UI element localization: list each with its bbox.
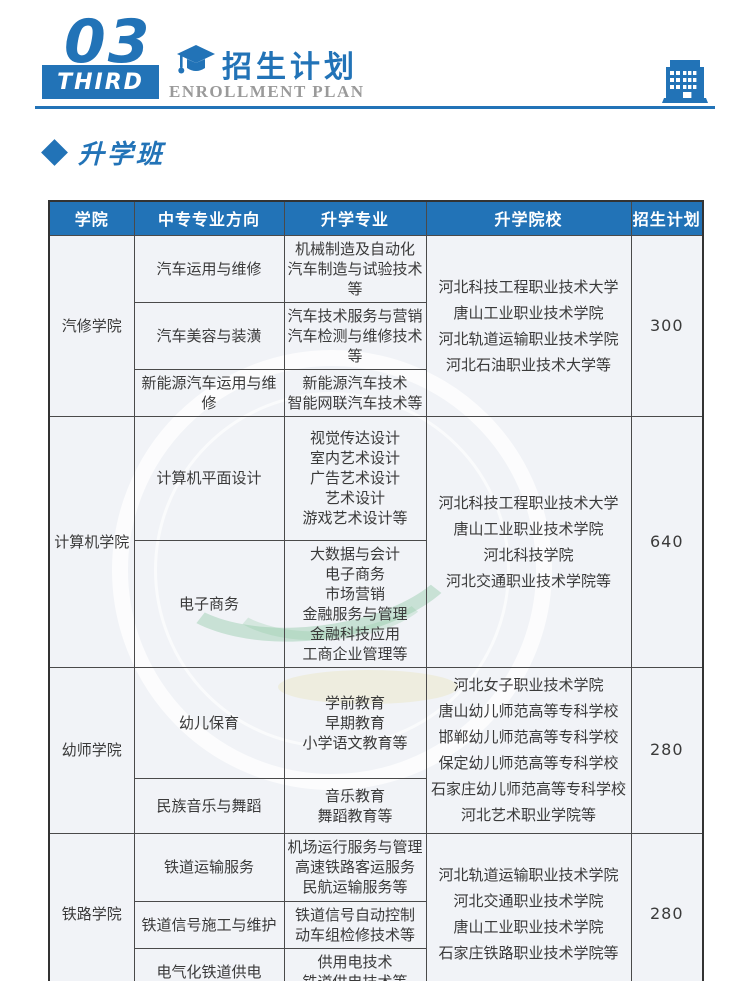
table-row: 计算机学院 计算机平面设计 视觉传达设计 室内艺术设计 广告艺术设计 艺术设计 … bbox=[48, 415, 704, 668]
college-cell: 汽修学院 bbox=[48, 234, 135, 417]
institutions-cell: 河北科技工程职业技术大学 唐山工业职业技术学院 河北科技学院 河北交通职业技术学… bbox=[425, 415, 632, 668]
table-row: 铁路学院 铁道运输服务 机场运行服务与管理 高速铁路客运服务 民航运输服务等 河… bbox=[48, 832, 704, 981]
table-row: 电子商务 大数据与会计 电子商务 市场营销 金融服务与管理 金融科技应用 工商企… bbox=[49, 539, 703, 668]
direction-cell: 民族音乐与舞蹈 bbox=[133, 777, 285, 834]
diamond-icon bbox=[41, 138, 68, 166]
header-divider bbox=[35, 106, 715, 109]
table-row: 电气化铁道供电 供用电技术 铁道供电技术等 bbox=[49, 947, 703, 981]
majors-cell: 机场运行服务与管理 高速铁路客运服务 民航运输服务等 bbox=[283, 832, 427, 902]
column-header-plan: 招生计划 bbox=[630, 200, 704, 236]
college-cell: 铁路学院 bbox=[48, 832, 135, 981]
direction-cell: 电气化铁道供电 bbox=[133, 947, 285, 981]
majors-cell: 汽车技术服务与营销 汽车检测与维修技术等 bbox=[283, 301, 427, 370]
majors-cell: 铁道信号自动控制 动车组检修技术等 bbox=[283, 900, 427, 949]
direction-cell: 幼儿保育 bbox=[133, 666, 285, 779]
graduation-cap-icon bbox=[176, 44, 216, 84]
page-title: 招生计划 bbox=[222, 50, 358, 85]
majors-cell: 视觉传达设计 室内艺术设计 广告艺术设计 艺术设计 游戏艺术设计等 bbox=[283, 415, 427, 541]
section-title: 升学班 bbox=[78, 139, 166, 170]
column-header-direction: 中专专业方向 bbox=[133, 200, 285, 236]
section-number: 03 bbox=[64, 7, 152, 77]
majors-cell: 机械制造及自动化 汽车制造与试验技术等 bbox=[283, 234, 427, 303]
third-badge: THIRD bbox=[42, 65, 159, 99]
building-icon bbox=[658, 58, 712, 108]
institutions-cell: 河北科技工程职业技术大学 唐山工业职业技术学院 河北轨道运输职业技术学院 河北石… bbox=[425, 234, 632, 417]
column-header-major: 升学专业 bbox=[283, 200, 427, 236]
direction-cell: 汽车美容与装潢 bbox=[133, 301, 285, 370]
direction-cell: 新能源汽车运用与维修 bbox=[133, 368, 285, 417]
plan-cell: 280 bbox=[630, 666, 704, 834]
plan-cell: 300 bbox=[630, 234, 704, 417]
plan-cell: 640 bbox=[630, 415, 704, 668]
institutions-cell: 河北轨道运输职业技术学院 河北交通职业技术学院 唐山工业职业技术学院 石家庄铁路… bbox=[425, 832, 632, 981]
enrollment-table: 学院 中专专业方向 升学专业 升学院校 招生计划 汽修学院 汽车运用与维修 机械… bbox=[48, 200, 704, 981]
majors-cell: 音乐教育 舞蹈教育等 bbox=[283, 777, 427, 834]
column-header-college: 学院 bbox=[48, 200, 135, 236]
college-cell: 计算机学院 bbox=[48, 415, 135, 668]
direction-cell: 铁道信号施工与维护 bbox=[133, 900, 285, 949]
enrollment-table-wrap: 学院 中专专业方向 升学专业 升学院校 招生计划 汽修学院 汽车运用与维修 机械… bbox=[48, 200, 704, 981]
plan-cell: 280 bbox=[630, 832, 704, 981]
page-subtitle: ENROLLMENT PLAN bbox=[169, 82, 365, 101]
majors-cell: 学前教育 早期教育 小学语文教育等 bbox=[283, 666, 427, 779]
direction-cell: 铁道运输服务 bbox=[133, 832, 285, 902]
table-header-row: 学院 中专专业方向 升学专业 升学院校 招生计划 bbox=[48, 200, 704, 236]
direction-cell: 电子商务 bbox=[133, 539, 285, 668]
table-row: 幼师学院 幼儿保育 学前教育 早期教育 小学语文教育等 河北女子职业技术学院 唐… bbox=[48, 666, 704, 834]
direction-cell: 汽车运用与维修 bbox=[133, 234, 285, 303]
direction-cell: 计算机平面设计 bbox=[133, 415, 285, 541]
majors-cell: 供用电技术 铁道供电技术等 bbox=[283, 947, 427, 981]
institutions-cell: 河北女子职业技术学院 唐山幼儿师范高等专科学校 邯郸幼儿师范高等专科学校 保定幼… bbox=[425, 666, 632, 834]
majors-cell: 大数据与会计 电子商务 市场营销 金融服务与管理 金融科技应用 工商企业管理等 bbox=[283, 539, 427, 668]
table-row: 汽修学院 汽车运用与维修 机械制造及自动化 汽车制造与试验技术等 河北科技工程职… bbox=[48, 234, 704, 417]
majors-cell: 新能源汽车技术 智能网联汽车技术等 bbox=[283, 368, 427, 417]
section-heading: 升学班 bbox=[40, 134, 165, 170]
table-row: 铁道信号施工与维护 铁道信号自动控制 动车组检修技术等 bbox=[49, 900, 703, 949]
column-header-institutions: 升学院校 bbox=[425, 200, 632, 236]
college-cell: 幼师学院 bbox=[48, 666, 135, 834]
